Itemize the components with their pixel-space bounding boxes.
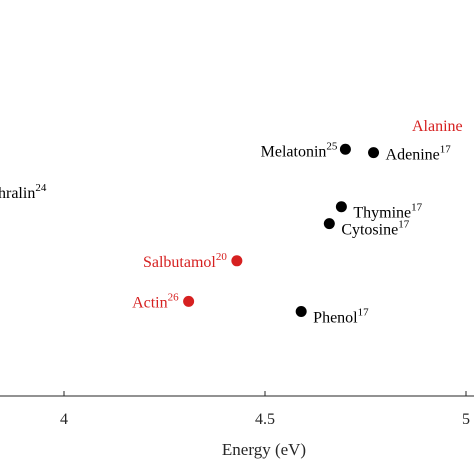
data-point-thymine (335, 201, 347, 213)
point-label-salbutamol: Salbutamol20 (143, 251, 227, 271)
x-tick-label: 4.5 (255, 411, 275, 428)
x-axis-label: Energy (eV) (222, 440, 306, 459)
point-labels: Melatonin25Adenine17Guanine17Thymine17Cy… (132, 140, 452, 327)
data-points (183, 143, 380, 317)
extra-label-alanine: Alanine (412, 118, 463, 135)
point-label-cytosine: Cytosine17 (341, 219, 409, 239)
extra-label-hralin: hralin24 (0, 182, 47, 202)
data-point-salbutamol (231, 255, 243, 267)
extra-labels: Alanine hralin24 (0, 118, 463, 202)
data-point-melatonin (339, 143, 351, 155)
point-label-melatonin: Melatonin25 (261, 140, 338, 160)
x-tick-label: 5 (462, 411, 470, 428)
data-point-adenine (368, 147, 380, 159)
data-point-cytosine (323, 218, 335, 230)
point-label-phenol: Phenol17 (313, 307, 369, 327)
data-point-actin (183, 295, 195, 307)
point-label-adenine: Adenine17 (386, 144, 452, 164)
point-label-actin: Actin26 (132, 291, 179, 311)
data-point-phenol (295, 306, 307, 317)
x-axis-ticks: 44.555.56 (60, 391, 470, 428)
point-label-thymine: Thymine17 (353, 202, 422, 222)
x-tick-label: 4 (60, 411, 68, 428)
